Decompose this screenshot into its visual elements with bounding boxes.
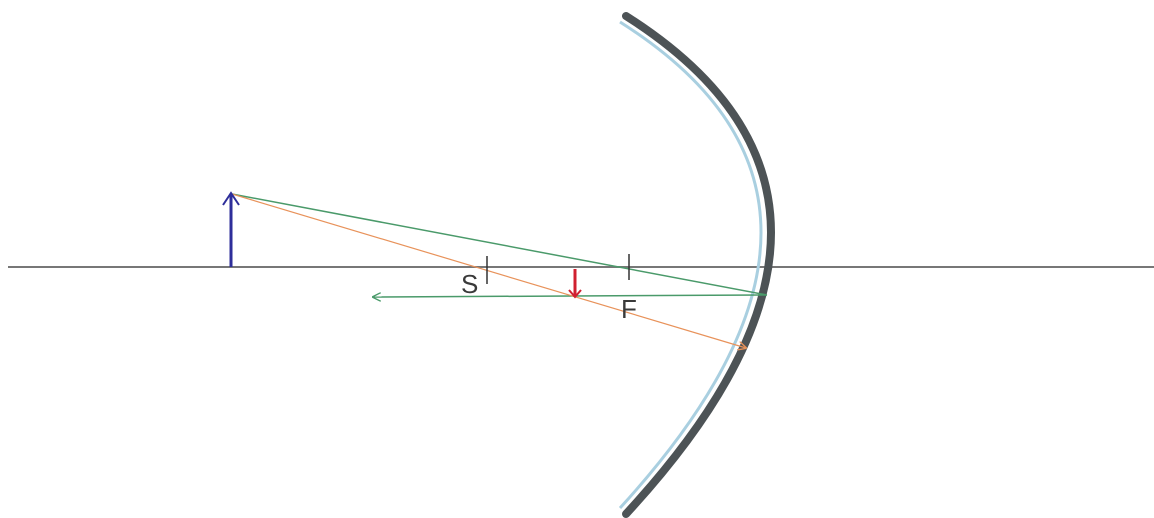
object-arrow (222, 191, 240, 267)
concave-mirror-back (622, 12, 775, 518)
ray-through-focus (231, 193, 768, 296)
image-arrow (568, 269, 582, 299)
ray-through-center (231, 193, 746, 348)
focal-point-label: F (621, 294, 637, 324)
concave-mirror-surface (618, 20, 763, 510)
center-of-curvature-label: S (461, 269, 478, 299)
ray-reflected-parallel (373, 295, 768, 297)
